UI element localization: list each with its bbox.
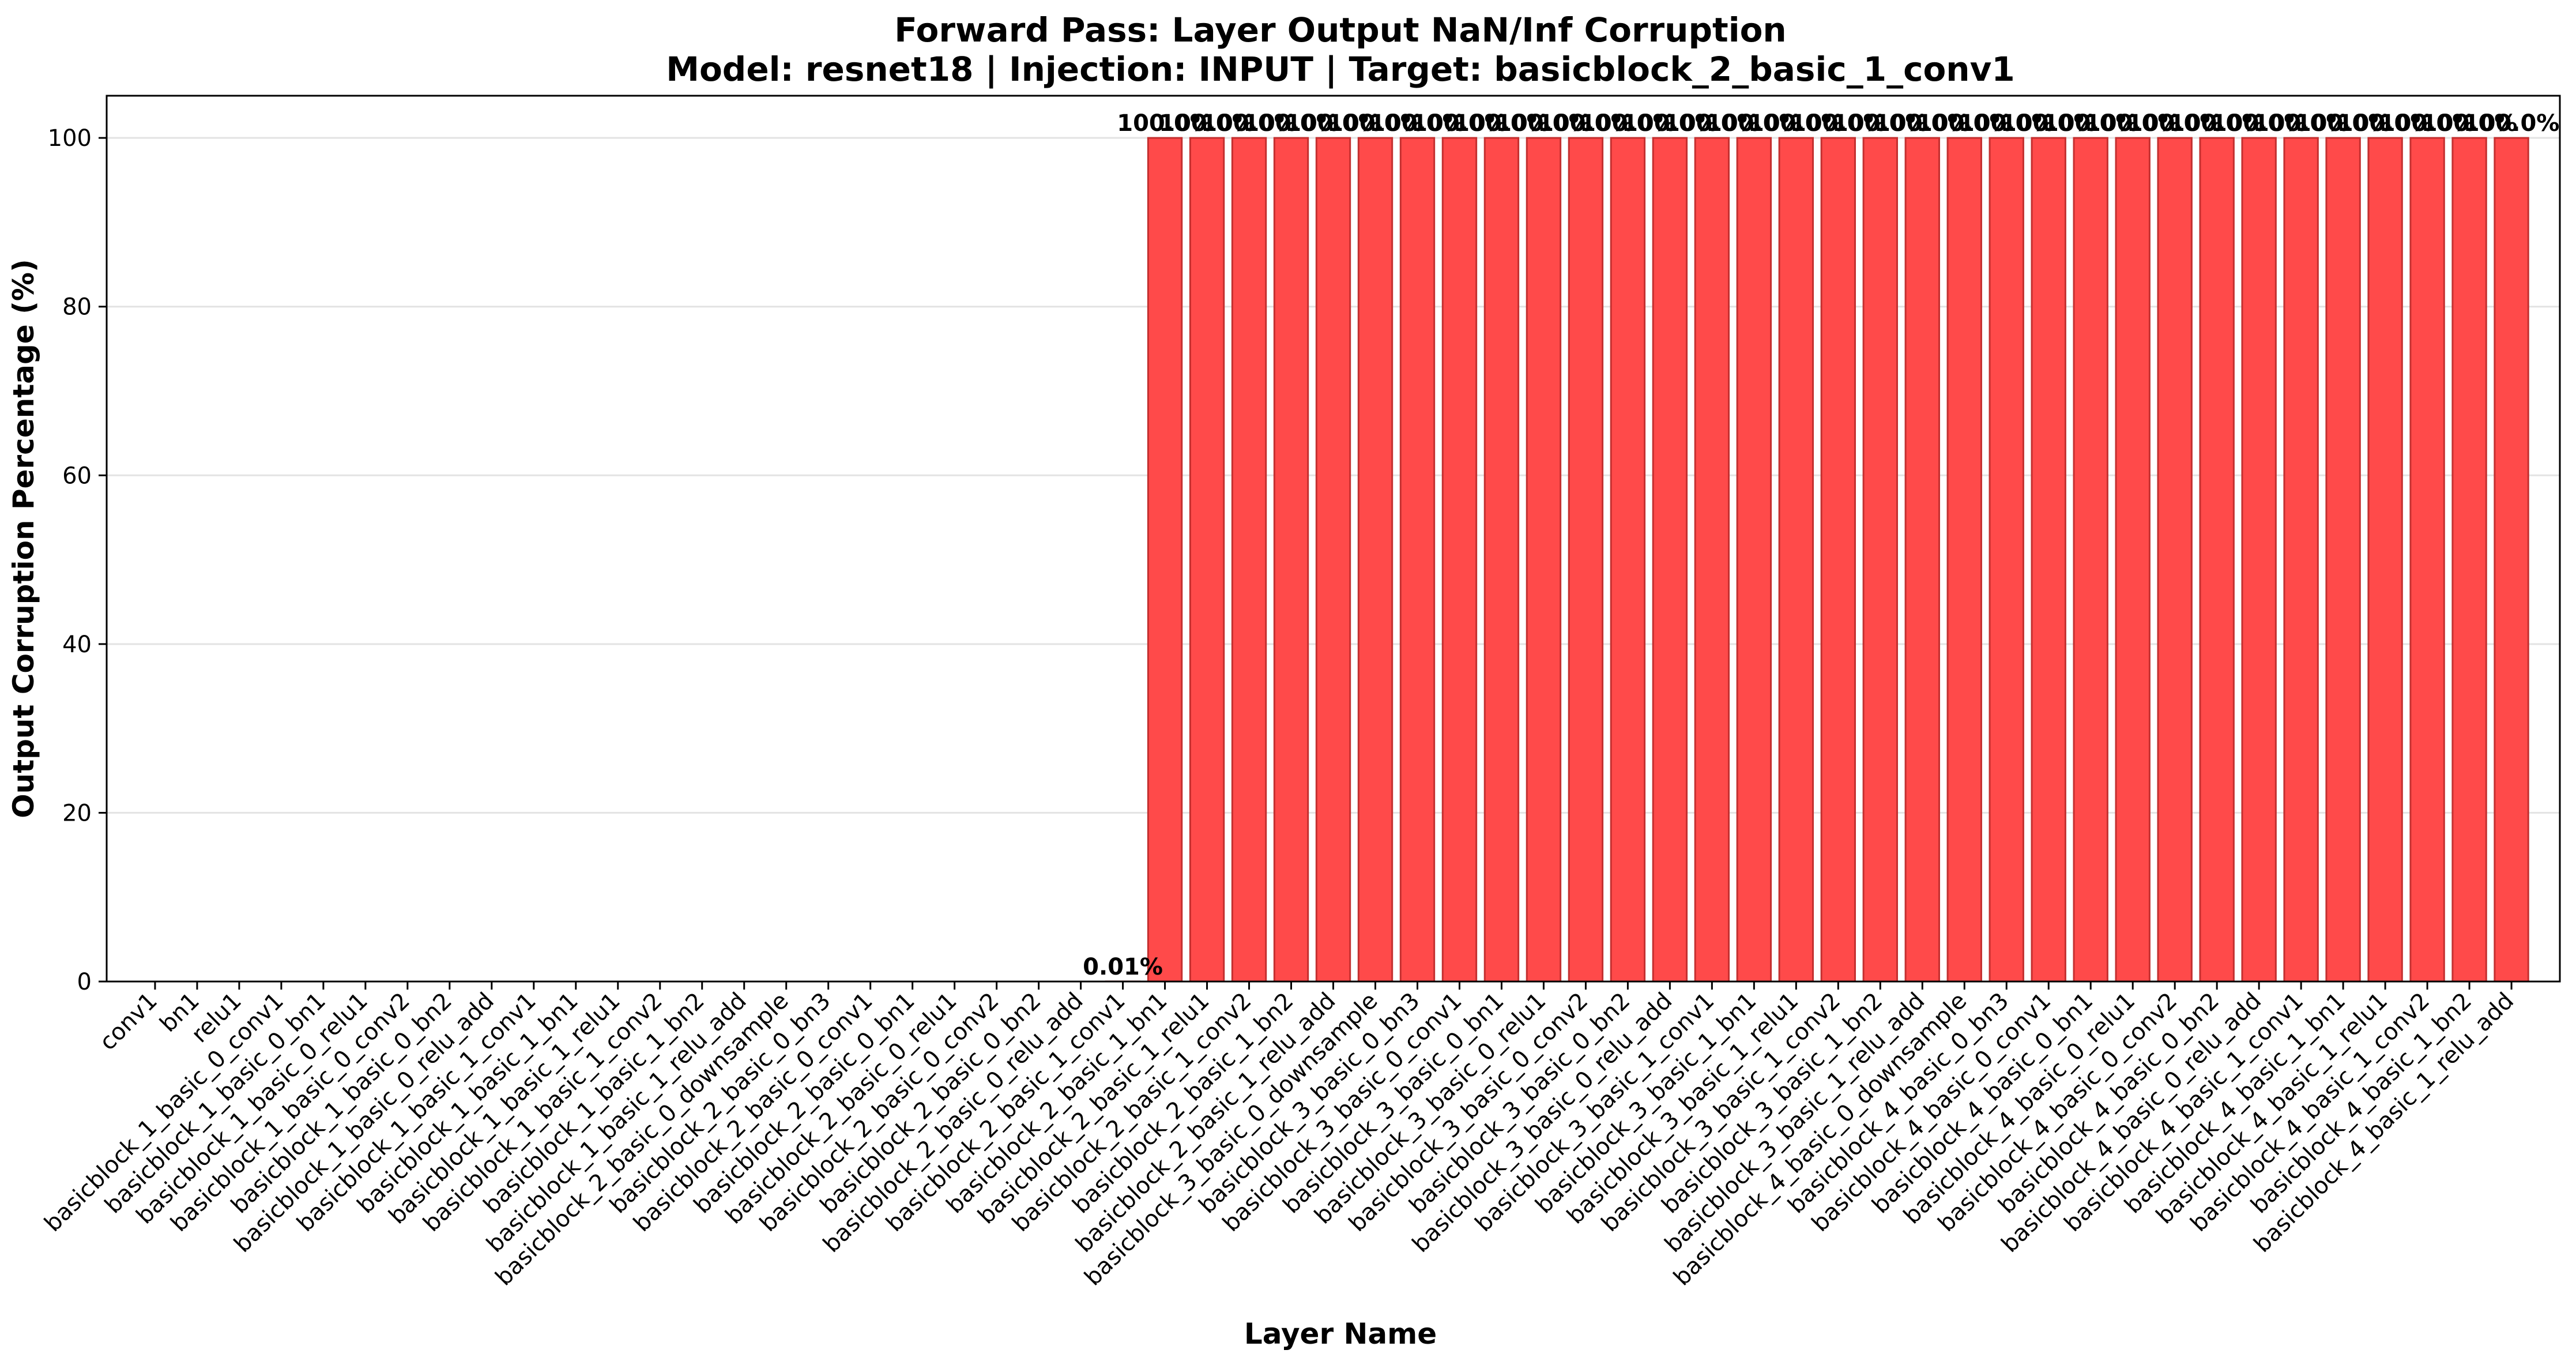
- bar: [1862, 137, 1898, 983]
- bar-value-label: 100.0%: [2043, 110, 2139, 137]
- bar: [2157, 137, 2193, 983]
- bar-value-label: 100.0%: [2253, 110, 2349, 137]
- y-tick-label: 100: [48, 125, 92, 152]
- bar: [2283, 137, 2319, 983]
- bar: [2199, 137, 2235, 983]
- bar: [2451, 137, 2487, 983]
- bar-value-label: 100.0%: [1285, 110, 1381, 137]
- bar: [2241, 137, 2277, 983]
- bar-value-label: 100.0%: [2295, 110, 2392, 137]
- bar-value-label: 100.0%: [2464, 110, 2560, 137]
- bar: [2325, 137, 2361, 983]
- y-tick-label: 80: [62, 294, 92, 321]
- bar: [1652, 137, 1688, 983]
- bar-value-label: 100.0%: [1706, 110, 1802, 137]
- y-axis-ticks: 0 20 40 60 80 100: [48, 125, 107, 995]
- bar: [1357, 137, 1394, 983]
- y-tick-label: 20: [62, 800, 92, 826]
- bar-value-label: 100.0%: [1959, 110, 2055, 137]
- bar: [1147, 137, 1183, 983]
- bar: [1946, 137, 1982, 983]
- y-tick-label: 0: [77, 969, 92, 995]
- bar-value-label: 100.0%: [1664, 110, 1760, 137]
- bar-value-label: 100.0%: [1369, 110, 1466, 137]
- bar: [1610, 137, 1646, 983]
- bar-value-label: 100.0%: [1201, 110, 1297, 137]
- bar-value-label: 100.0%: [1453, 110, 1550, 137]
- data-labels: 0.01%100.0%100.0%100.0%100.0%100.0%100.0…: [1083, 110, 2559, 980]
- chart-title: Forward Pass: Layer Output NaN/Inf Corru…: [894, 10, 1786, 50]
- bar: [1694, 137, 1730, 983]
- bar-value-label: 100.0%: [2001, 110, 2097, 137]
- bar: [1441, 137, 1478, 983]
- bar-value-label: 100.0%: [1538, 110, 1634, 137]
- chart-subtitle: Model: resnet18 | Injection: INPUT | Tar…: [666, 50, 2015, 89]
- bar-value-label: 100.0%: [1159, 110, 1255, 137]
- bar-value-label: 100.0%: [1496, 110, 1592, 137]
- y-tick-label: 40: [62, 631, 92, 658]
- bar: [1526, 137, 1562, 983]
- x-axis-label: Layer Name: [1244, 1317, 1437, 1351]
- bar-value-label: 100.0%: [1117, 110, 1213, 137]
- bar-value-label: 100.0%: [2211, 110, 2307, 137]
- bar-value-label: 100.0%: [1790, 110, 1886, 137]
- bar-value-label: 100.0%: [1243, 110, 1339, 137]
- bar: [1273, 137, 1309, 983]
- bar: [1568, 137, 1604, 983]
- y-axis-label: Output Corruption Percentage (%): [7, 259, 40, 818]
- bar-value-label: 100.0%: [1622, 110, 1718, 137]
- bar: [1399, 137, 1436, 983]
- bar: [1778, 137, 1814, 983]
- bar: [1989, 137, 2024, 983]
- bar: [1231, 137, 1267, 983]
- bar: [1483, 137, 1520, 983]
- bar: [1315, 137, 1351, 983]
- bar: [2494, 137, 2529, 983]
- bar-series: [1105, 137, 2529, 983]
- bar: [2031, 137, 2066, 983]
- bar-value-label: 100.0%: [1327, 110, 1423, 137]
- bar-value-label: 100.0%: [1411, 110, 1508, 137]
- bar-value-label: 100.0%: [1832, 110, 1929, 137]
- bar: [1189, 137, 1225, 983]
- bar-value-label: 100.0%: [2337, 110, 2434, 137]
- bar-value-label: 100.0%: [1748, 110, 1844, 137]
- bar-value-label: 100.0%: [2421, 110, 2518, 137]
- bar: [1736, 137, 1772, 983]
- bar-value-label: 100.0%: [1916, 110, 2013, 137]
- bar: [1820, 137, 1856, 983]
- bar: [2073, 137, 2108, 983]
- x-axis-ticks: conv1bn1relu1basicblock_1_basic_0_conv1b…: [39, 982, 2519, 1291]
- bar: [2367, 137, 2403, 983]
- bar-value-label: 0.01%: [1083, 954, 1163, 980]
- bar-value-label: 100.0%: [2127, 110, 2223, 137]
- bar: [2409, 137, 2445, 983]
- bar-value-label: 100.0%: [2085, 110, 2181, 137]
- x-tick-label: conv1: [95, 988, 163, 1056]
- bar: [2115, 137, 2151, 983]
- bar-value-label: 100.0%: [2169, 110, 2265, 137]
- bar-value-label: 100.0%: [2379, 110, 2476, 137]
- bar: [1904, 137, 1940, 983]
- bar-value-label: 100.0%: [1580, 110, 1676, 137]
- y-tick-label: 60: [62, 462, 92, 489]
- bar-value-label: 100.0%: [1874, 110, 1971, 137]
